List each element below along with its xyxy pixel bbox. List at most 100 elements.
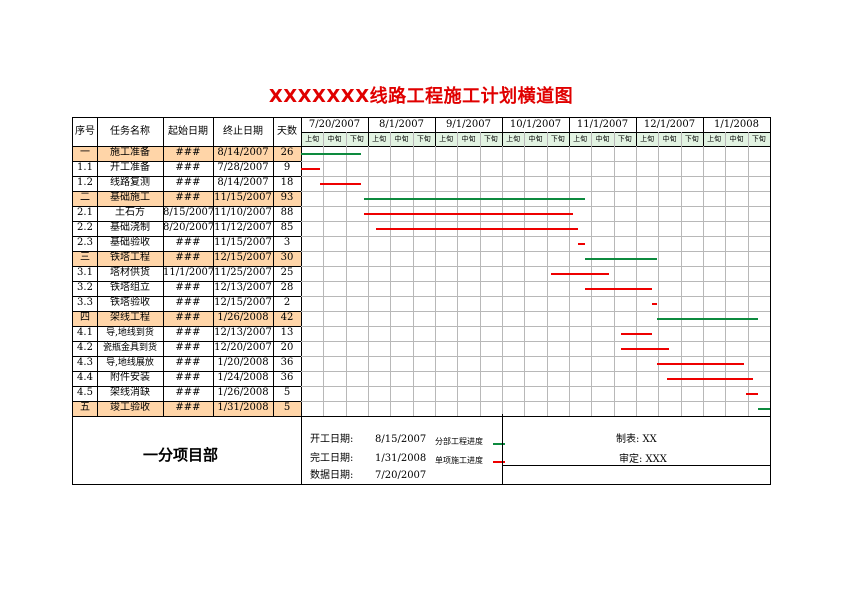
row-days: 18 [280, 177, 294, 188]
row-end-date: 11/25/2007 [214, 267, 272, 278]
row-seq: 1.1 [77, 162, 93, 173]
chart-gridline [301, 311, 770, 312]
row-days: 20 [280, 342, 294, 353]
row-days: 28 [280, 282, 294, 293]
col-header-task: 任务名称 [110, 126, 150, 137]
row-start-date: ### [175, 192, 201, 203]
row-start-date: ### [175, 327, 201, 338]
group-progress-bar [757, 408, 770, 410]
row-task-name: 导,地线到货 [106, 328, 154, 338]
chart-gridline [301, 221, 770, 222]
page-title: XXXXXXX线路工程施工计划横道图 [268, 86, 574, 107]
chart-gridline [301, 281, 770, 282]
period-label: 上旬 [368, 132, 391, 146]
row-start-date: ### [175, 162, 201, 173]
row-task-name: 铁塔工程 [110, 252, 150, 263]
group-row-fill [73, 401, 301, 416]
row-days: 13 [280, 327, 294, 338]
row-days: 42 [280, 312, 294, 323]
row-task-name: 基础浇制 [110, 222, 150, 233]
period-divider [680, 132, 682, 146]
period-label: 下旬 [345, 132, 368, 146]
row-task-name: 基础施工 [110, 192, 150, 203]
end-date-value: 1/31/2008 [375, 453, 427, 464]
group-row-fill [73, 146, 301, 161]
row-divider [73, 191, 301, 192]
row-days: 36 [280, 372, 294, 383]
row-task-name: 铁塔组立 [110, 282, 150, 293]
column-divider [163, 118, 164, 416]
row-divider [73, 356, 301, 357]
row-divider [73, 206, 301, 207]
data-date-label: 数据日期: [310, 470, 354, 481]
col-header-days: 天数 [277, 126, 297, 137]
row-seq: 2.2 [77, 222, 93, 233]
made-by: 制表: XX [616, 434, 657, 445]
row-task-name: 架线消缺 [110, 387, 150, 398]
period-divider [345, 132, 347, 146]
row-end-date: 8/14/2007 [217, 177, 269, 188]
period-label: 上旬 [435, 132, 458, 146]
column-divider [273, 118, 274, 416]
period-divider [390, 132, 392, 146]
period-divider [457, 132, 459, 146]
group-row-fill [73, 311, 301, 326]
row-task-name: 线路复测 [110, 177, 150, 188]
month-label: 10/1/2007 [509, 119, 562, 130]
row-days: 30 [280, 252, 294, 263]
chart-gridline [301, 296, 770, 297]
row-task-name: 附件安装 [110, 372, 150, 383]
period-label: 下旬 [479, 132, 502, 146]
row-days: 9 [283, 162, 291, 173]
task-progress-bar [577, 243, 585, 245]
reviewed-by: 审定: XXX [619, 454, 667, 465]
chart-gridline [301, 341, 770, 342]
row-task-name: 架线工程 [110, 312, 150, 323]
task-progress-bar [656, 363, 744, 365]
row-task-name: 土石方 [115, 207, 145, 218]
data-date-value: 7/20/2007 [375, 470, 427, 481]
row-seq: 4.4 [77, 372, 93, 383]
row-divider [73, 251, 301, 252]
period-label: 中旬 [524, 132, 547, 146]
chart-gridline [301, 266, 770, 267]
row-days: 93 [280, 192, 294, 203]
group-progress-bar [301, 153, 362, 155]
row-start-date: ### [175, 237, 201, 248]
organization-name: 一分项目部 [143, 446, 219, 464]
row-seq: 1.2 [77, 177, 93, 188]
task-progress-bar [620, 333, 653, 335]
row-start-date: ### [175, 177, 201, 188]
row-seq: 3.1 [77, 267, 93, 278]
row-seq: 4.2 [77, 342, 93, 353]
chart-gridline [301, 236, 770, 237]
row-seq: 3.2 [77, 282, 93, 293]
period-label: 下旬 [680, 132, 703, 146]
period-label: 上旬 [502, 132, 525, 146]
period-divider [323, 132, 325, 146]
col-header-start: 起始日期 [168, 126, 208, 137]
row-divider [73, 221, 301, 222]
period-divider [524, 132, 526, 146]
row-start-date: ### [175, 372, 201, 383]
row-divider [73, 401, 301, 402]
task-progress-bar [584, 288, 653, 290]
row-divider [73, 341, 301, 342]
row-seq: 五 [80, 402, 90, 413]
task-progress-bar [301, 168, 321, 170]
row-divider [73, 266, 301, 267]
row-seq: 4.1 [77, 327, 93, 338]
row-divider [73, 311, 301, 312]
column-divider [213, 118, 214, 416]
row-task-name: 铁塔验收 [110, 297, 150, 308]
row-task-name: 基础验收 [110, 237, 150, 248]
row-days: 3 [283, 237, 291, 248]
row-end-date: 11/15/2007 [214, 192, 272, 203]
period-divider [613, 132, 615, 146]
chart-gridline [301, 326, 770, 327]
row-task-name: 导,地线展放 [106, 358, 154, 368]
end-date-label: 完工日期: [310, 453, 354, 464]
period-divider [658, 132, 660, 146]
row-task-name: 施工准备 [110, 147, 150, 158]
chart-gridline [301, 176, 770, 177]
